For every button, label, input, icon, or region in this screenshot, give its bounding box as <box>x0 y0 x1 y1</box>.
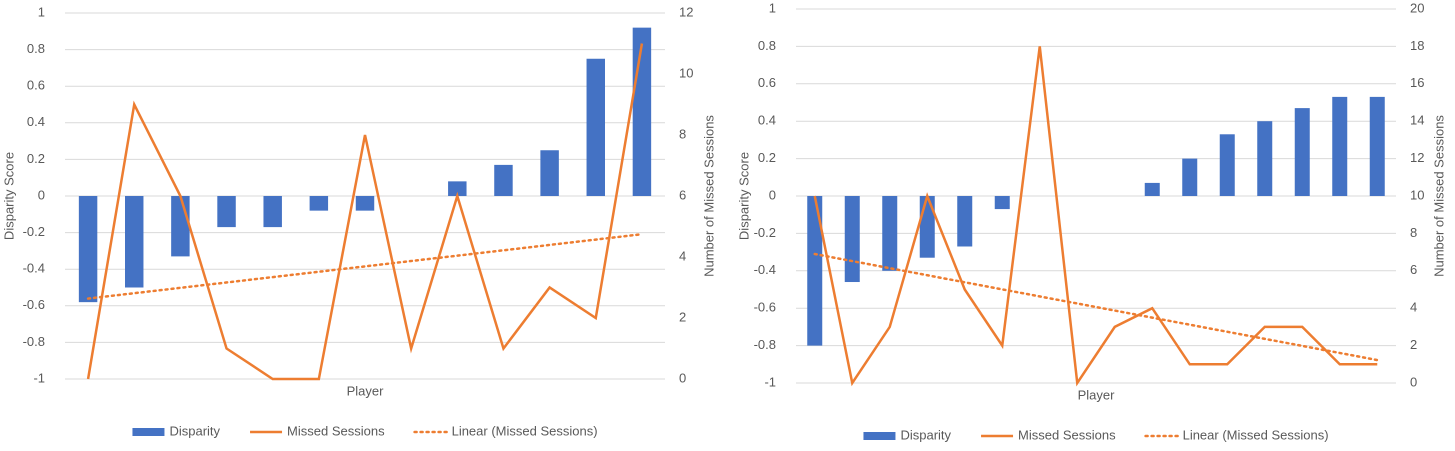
y2-tick-label: 2 <box>1410 337 1417 352</box>
y-tick-label: -0.2 <box>23 224 45 239</box>
y-tick-label: 0 <box>769 187 776 202</box>
y2-tick-label: 12 <box>679 4 693 19</box>
bar <box>125 196 144 288</box>
bar <box>171 196 190 257</box>
legend-label: Missed Sessions <box>1018 427 1116 442</box>
y-tick-label: 0.4 <box>758 113 776 128</box>
y-tick-label: -0.8 <box>23 334 45 349</box>
trendline <box>86 232 644 300</box>
y2-tick-label: 10 <box>679 65 693 80</box>
bar <box>78 196 98 303</box>
y-tick-label: -0.2 <box>754 225 776 240</box>
y2-axis-title: Number of Missed Sessions <box>1431 115 1446 277</box>
y2-axis-title: Number of Missed Sessions <box>701 115 716 277</box>
legend: Disparity Missed Sessions Linear (Missed S… <box>863 427 1329 442</box>
bar <box>919 196 935 258</box>
legend-swatch <box>863 432 896 440</box>
line <box>86 43 644 381</box>
y-tick-label: -0.8 <box>754 337 776 352</box>
legend: Disparity Missed Sessions Linear (Missed S… <box>132 423 598 438</box>
bar <box>1294 108 1310 196</box>
bar <box>882 196 898 271</box>
bar <box>355 196 375 211</box>
bar <box>632 27 652 196</box>
bar <box>217 196 236 228</box>
x-axis-title: Player <box>347 383 385 398</box>
y-tick-label: 0.4 <box>27 114 45 129</box>
bar <box>1257 121 1273 196</box>
y-tick-label: 0.8 <box>27 41 45 56</box>
bar <box>586 58 605 196</box>
y-tick-label: -0.4 <box>754 262 776 277</box>
y-axis-title: Disparity Score <box>1 152 16 240</box>
x-axis-title: Player <box>1078 387 1116 402</box>
y-tick-label: 0.2 <box>27 151 45 166</box>
y2-tick-label: 0 <box>1410 374 1417 389</box>
y2-tick-label: 16 <box>1410 75 1424 90</box>
bar <box>309 196 329 211</box>
bar <box>1144 182 1160 196</box>
y2-tick-label: 4 <box>679 248 686 263</box>
y2-tick-label: 6 <box>1410 262 1417 277</box>
y2-tick-label: 14 <box>1410 113 1424 128</box>
y-tick-label: -1 <box>33 370 45 385</box>
y2-tick-label: 8 <box>1410 225 1417 240</box>
legend-label: Linear (Missed Sessions) <box>1183 427 1329 442</box>
bar <box>994 196 1010 210</box>
y2-tick-label: 6 <box>679 187 686 202</box>
y-tick-label: 1 <box>38 4 45 19</box>
y-tick-label: 1 <box>769 0 776 15</box>
y-axis-title: Disparity Score <box>736 152 751 240</box>
y-tick-label: 0.6 <box>27 78 45 93</box>
bar <box>844 196 860 283</box>
y-tick-label: -0.6 <box>23 297 45 312</box>
y-tick-label: -0.4 <box>23 261 45 276</box>
bar <box>807 196 823 346</box>
legend-label: Disparity <box>169 423 220 438</box>
y2-tick-label: 12 <box>1410 150 1424 165</box>
legend-label: Disparity <box>900 427 951 442</box>
trendline <box>813 252 1379 362</box>
y-tick-label: 0 <box>38 187 45 202</box>
y2-tick-label: 2 <box>679 309 686 324</box>
y-tick-label: -0.6 <box>754 300 776 315</box>
chart: -1-0.8-0.6-0.4-0.200.20.40.60.8102468101… <box>1 4 716 438</box>
y2-tick-label: 10 <box>1410 187 1424 202</box>
y2-tick-label: 0 <box>679 370 686 385</box>
line <box>813 46 1378 387</box>
bar <box>1369 96 1385 196</box>
bar <box>1219 134 1235 196</box>
bar <box>957 196 973 247</box>
bar <box>263 196 282 228</box>
y2-tick-label: 20 <box>1410 0 1424 15</box>
legend-label: Missed Sessions <box>287 423 385 438</box>
legend-swatch <box>132 428 165 436</box>
y-tick-label: 0.8 <box>758 38 776 53</box>
legend-label: Linear (Missed Sessions) <box>452 423 598 438</box>
bar <box>494 164 513 196</box>
y-tick-label: 0.6 <box>758 75 776 90</box>
bar <box>1182 158 1198 196</box>
y2-tick-label: 18 <box>1410 38 1424 53</box>
bar <box>1332 96 1348 196</box>
bar <box>540 150 559 196</box>
bar <box>448 181 467 196</box>
chart: -1-0.8-0.6-0.4-0.200.20.40.60.8102468101… <box>736 0 1446 442</box>
y2-tick-label: 4 <box>1410 300 1417 315</box>
y-tick-label: -1 <box>764 374 776 389</box>
y2-tick-label: 8 <box>679 126 686 141</box>
y-tick-label: 0.2 <box>758 150 776 165</box>
